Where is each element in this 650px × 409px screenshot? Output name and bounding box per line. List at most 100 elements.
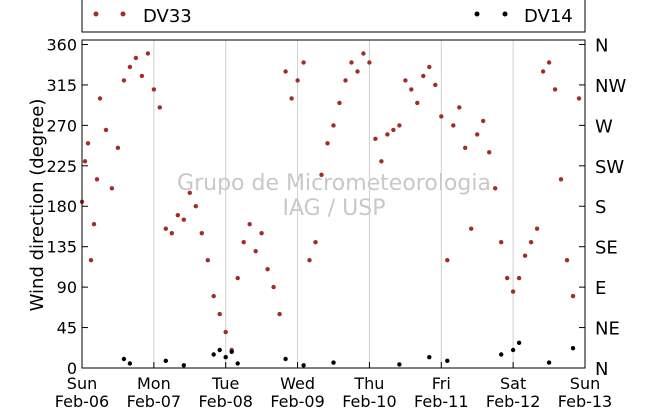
dv33-point <box>349 60 354 65</box>
dv33-point <box>145 51 151 56</box>
dv14-point <box>121 356 127 362</box>
x-tick-date: Feb-07 <box>127 392 181 409</box>
x-tick-weekday: Fri <box>432 374 451 393</box>
dv14-point <box>397 362 402 367</box>
x-tick-date: Feb-09 <box>270 392 324 409</box>
dv14-point <box>510 347 516 353</box>
y-axis-label: Wind direction (degree) <box>27 99 48 312</box>
dv33-point <box>337 100 342 106</box>
y-right-tick-label: E <box>595 278 606 299</box>
dv33-point <box>409 87 414 92</box>
y-tick-label: 45 <box>57 319 77 338</box>
dv33-point <box>103 127 109 133</box>
dv33-point <box>91 222 97 227</box>
dv33-point <box>241 240 246 245</box>
y-axis-left: 0 45 90 135 180 225 270 315 360 <box>46 35 88 378</box>
dv33-point <box>361 51 366 56</box>
y-right-tick-label: S <box>595 197 606 218</box>
dv33-point <box>516 275 522 281</box>
dv33-point <box>283 69 288 74</box>
dv33-point <box>373 136 378 141</box>
dv33-point <box>403 78 408 83</box>
dv33-point <box>205 258 210 263</box>
dv33-point <box>259 231 264 236</box>
dv33-point <box>558 177 564 182</box>
plot-frame <box>81 39 586 369</box>
dv33-point <box>253 249 258 254</box>
dv33-point <box>469 226 474 231</box>
dv33-point <box>570 293 576 299</box>
dv14-point <box>516 340 522 345</box>
y-tick-label: 180 <box>46 197 77 216</box>
dv14-point <box>499 352 504 357</box>
x-tick-weekday: Sun <box>67 374 97 393</box>
dv33-point <box>187 190 192 195</box>
dv33-point <box>97 96 103 101</box>
dv33-point <box>457 105 462 110</box>
dv33-point <box>175 213 180 218</box>
dv33-point <box>94 177 100 182</box>
legend-frame <box>81 0 586 33</box>
dv33-point <box>277 311 282 317</box>
dv14-point <box>235 361 240 366</box>
dv33-point <box>427 64 432 70</box>
dv33-point <box>576 96 582 101</box>
dv33-point <box>391 127 396 133</box>
y-tick-label: 360 <box>46 35 77 54</box>
dv33-point <box>546 60 552 65</box>
x-tick-weekday: Wed <box>280 374 315 393</box>
dv33-point <box>133 55 139 61</box>
dv33-point <box>295 78 300 83</box>
x-tick-date: Feb-11 <box>414 392 468 409</box>
dv33-point <box>193 204 198 209</box>
dv33-point <box>564 258 570 263</box>
dv33-point <box>463 145 468 150</box>
dv33-point <box>534 226 540 231</box>
dv33-point <box>379 159 384 164</box>
y-tick-label: 135 <box>46 238 77 257</box>
legend: DV33 DV14 <box>81 0 586 33</box>
watermark: Grupo de Micrometeorologia IAG / USP <box>177 171 491 221</box>
legend-dv33-marker <box>120 11 126 17</box>
dv33-point <box>235 275 240 281</box>
dv33-point <box>445 258 450 263</box>
dv33-point <box>421 73 426 79</box>
dv14-point <box>427 355 432 360</box>
dv33-point <box>325 141 330 146</box>
dv33-point <box>331 123 336 128</box>
dv33-point <box>265 267 270 272</box>
x-tick-weekday: Thu <box>353 374 384 393</box>
x-tick-date: Feb-06 <box>55 392 109 409</box>
y-tick-label: 90 <box>57 278 77 297</box>
y-tick-label: 315 <box>46 76 77 95</box>
dv33-point <box>121 78 127 83</box>
dv33-point <box>271 284 276 290</box>
dv14-point <box>570 346 576 351</box>
dv33-point <box>217 311 222 317</box>
dv33-point <box>127 64 133 70</box>
series-dv14 <box>121 340 576 368</box>
legend-dv14-marker <box>474 11 480 17</box>
dv33-point <box>522 253 528 258</box>
watermark-line-1: Grupo de Micrometeorologia <box>177 171 491 196</box>
x-tick-weekday: Tue <box>211 374 239 393</box>
y-right-tick-label: N <box>595 35 608 56</box>
dv33-point <box>181 217 186 222</box>
dv33-point <box>313 240 318 245</box>
dv33-point <box>211 293 216 299</box>
y-tick-label: 270 <box>46 116 77 135</box>
dv14-point <box>217 347 222 353</box>
dv33-point <box>481 118 486 124</box>
x-tick-date: Feb-08 <box>198 392 252 409</box>
x-tick-weekday: Mon <box>137 374 171 393</box>
dv33-point <box>85 141 91 146</box>
x-tick-weekday: Sat <box>500 374 526 393</box>
legend-dv14-label: DV14 <box>524 6 573 27</box>
y-tick-label: 0 <box>67 359 77 378</box>
dv14-point <box>283 356 288 362</box>
dv33-point <box>169 231 174 236</box>
dv33-point <box>499 240 504 245</box>
dv14-point <box>211 352 216 357</box>
dv33-point <box>82 159 88 164</box>
